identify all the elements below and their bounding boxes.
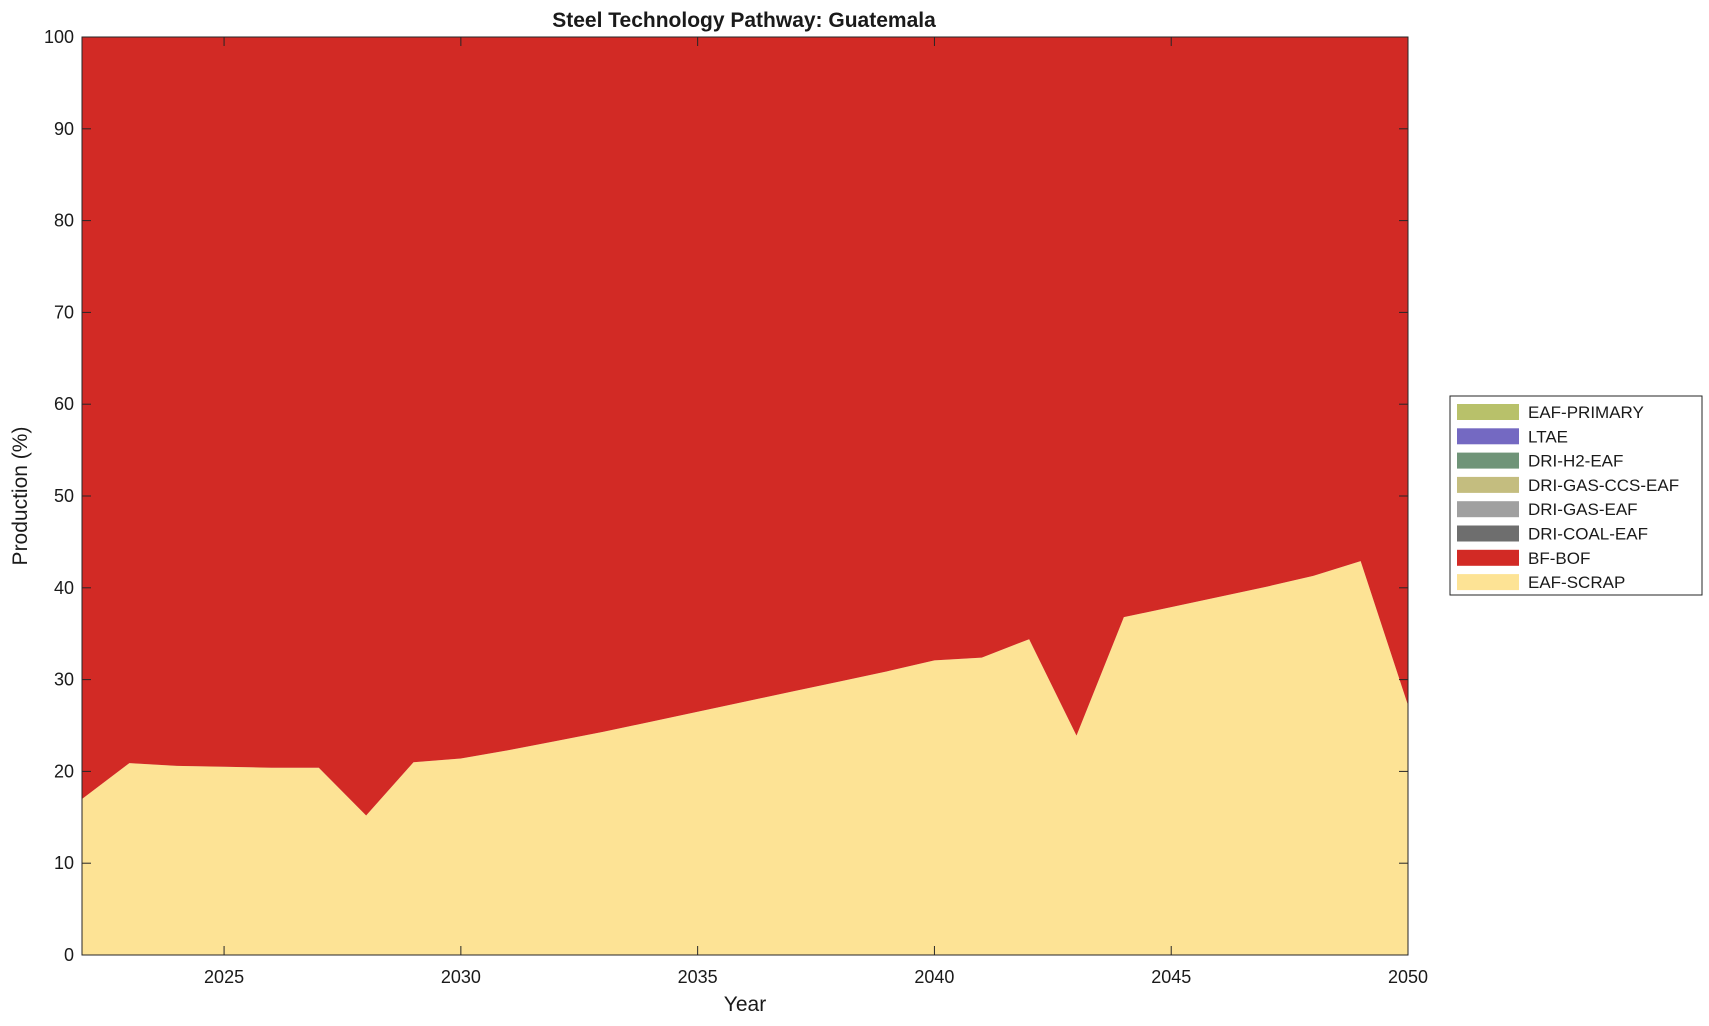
x-tick-label: 2045 xyxy=(1151,967,1191,987)
y-tick-label: 20 xyxy=(54,761,74,781)
area-bf-bof xyxy=(82,37,1408,816)
x-tick-label: 2030 xyxy=(441,967,481,987)
y-tick-label: 0 xyxy=(64,945,74,965)
legend-swatch-ltae xyxy=(1457,428,1519,445)
legend: EAF-PRIMARY LTAE DRI-H2-EAF DRI-GAS-CCS-EAF… xyxy=(1449,395,1703,596)
legend-label-eaf-scrap: EAF-SCRAP xyxy=(1528,573,1625,592)
legend-swatch-dri-gas-ccs-eaf xyxy=(1457,476,1519,493)
x-tick-label: 2025 xyxy=(204,967,244,987)
legend-label-dri-gas-eaf: DRI-GAS-EAF xyxy=(1528,500,1638,519)
legend-label-bf-bof: BF-BOF xyxy=(1528,549,1590,568)
legend-label-ltae: LTAE xyxy=(1528,427,1568,446)
areas-layer xyxy=(82,37,1408,955)
y-axis-label: Production (%) xyxy=(9,427,32,566)
legend-swatch-eaf-primary xyxy=(1457,404,1519,420)
x-tick-label: 2035 xyxy=(678,967,718,987)
legend-swatch-dri-gas-eaf xyxy=(1457,501,1519,518)
legend-swatch-bf-bof xyxy=(1457,549,1519,566)
y-axis: 0 10 20 30 40 50 60 70 80 90 100 xyxy=(44,27,1408,965)
x-axis-label: Year xyxy=(724,993,766,1016)
y-tick-label: 10 xyxy=(54,853,74,873)
legend-swatch-dri-h2-eaf xyxy=(1457,452,1519,469)
x-tick-label: 2050 xyxy=(1388,967,1428,987)
legend-label-dri-h2-eaf: DRI-H2-EAF xyxy=(1528,452,1623,471)
x-axis: 2025 2030 2035 2040 2045 2050 xyxy=(204,37,1428,987)
y-tick-label: 80 xyxy=(54,211,74,231)
y-tick-label: 90 xyxy=(54,119,74,139)
legend-swatch-eaf-scrap xyxy=(1457,574,1519,591)
y-tick-label: 30 xyxy=(54,670,74,690)
y-tick-label: 60 xyxy=(54,394,74,414)
legend-label-dri-coal-eaf: DRI-COAL-EAF xyxy=(1528,525,1648,544)
x-tick-label: 2040 xyxy=(914,967,954,987)
y-tick-label: 100 xyxy=(44,27,74,47)
legend-label-eaf-primary: EAF-PRIMARY xyxy=(1528,403,1644,422)
chart-title: Steel Technology Pathway: Guatemala xyxy=(552,9,936,32)
legend-label-dri-gas-ccs-eaf: DRI-GAS-CCS-EAF xyxy=(1528,476,1679,495)
y-tick-label: 50 xyxy=(54,486,74,506)
area-eaf-scrap xyxy=(82,561,1408,955)
y-tick-label: 40 xyxy=(54,578,74,598)
y-tick-label: 70 xyxy=(54,302,74,322)
legend-swatch-dri-coal-eaf xyxy=(1457,525,1519,542)
